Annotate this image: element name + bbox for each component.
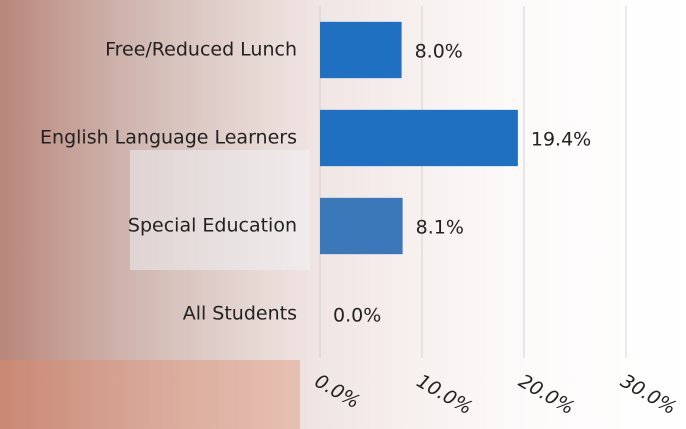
y-tick-label: Special Education bbox=[128, 215, 297, 237]
bar bbox=[320, 198, 403, 254]
bar bbox=[320, 22, 402, 78]
value-label: 8.0% bbox=[415, 41, 463, 63]
value-label: 19.4% bbox=[531, 129, 591, 151]
value-label: 8.1% bbox=[416, 217, 464, 239]
bar bbox=[320, 110, 518, 166]
value-label: 0.0% bbox=[333, 305, 381, 327]
y-tick-label: Free/Reduced Lunch bbox=[105, 39, 297, 61]
y-tick-label: All Students bbox=[183, 303, 297, 325]
chart: 0.0%10.0%20.0%30.0%Free/Reduced Lunch8.0… bbox=[0, 0, 686, 429]
y-tick-label: English Language Learners bbox=[40, 127, 297, 149]
